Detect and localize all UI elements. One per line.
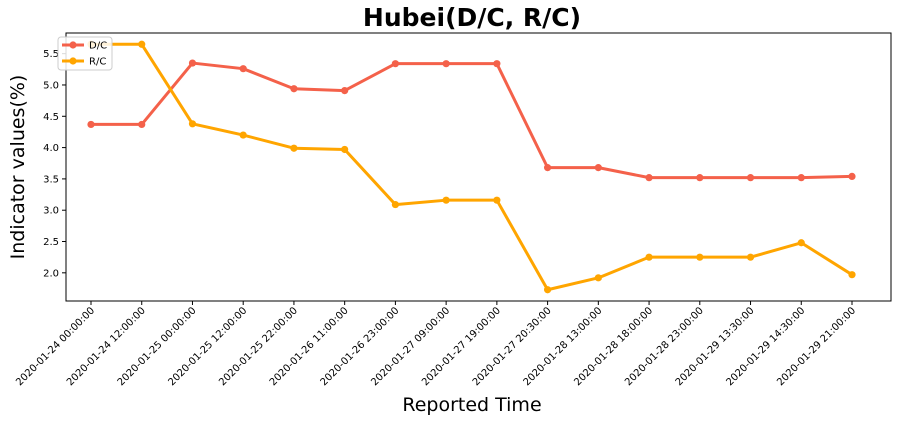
data-point <box>391 60 399 68</box>
series-d-c <box>87 59 856 182</box>
data-point <box>391 200 399 209</box>
legend-item: R/C <box>62 57 106 68</box>
data-point <box>442 60 450 68</box>
data-point <box>290 85 298 93</box>
data-point <box>797 174 805 182</box>
data-point <box>696 253 704 261</box>
y-axis-label: Indicator values(%) <box>7 75 29 260</box>
y-tick-label: 3.5 <box>43 174 59 185</box>
y-tick-label: 4.0 <box>43 143 59 154</box>
y-tick-label: 5.0 <box>43 80 59 91</box>
data-point <box>188 59 197 67</box>
data-point <box>138 120 146 129</box>
data-point <box>645 174 653 182</box>
legend-label: D/C <box>89 41 107 52</box>
series-layer <box>87 40 856 294</box>
y-tick-label: 2.0 <box>43 268 59 279</box>
data-point <box>87 120 95 129</box>
data-point <box>544 164 552 172</box>
data-point <box>138 40 146 48</box>
data-point <box>746 174 755 182</box>
data-point <box>645 253 653 261</box>
data-point <box>442 196 450 204</box>
data-point <box>544 286 552 294</box>
x-axis-label: Reported Time <box>402 394 541 416</box>
series-line <box>91 42 853 292</box>
data-point <box>341 145 349 154</box>
data-point <box>341 87 349 95</box>
data-point <box>493 196 501 204</box>
data-point <box>746 253 755 261</box>
legend-marker <box>69 41 77 49</box>
data-point <box>797 239 805 247</box>
data-point <box>290 144 298 152</box>
data-point <box>848 271 856 279</box>
data-point <box>696 174 704 182</box>
y-axis: 2.0 2.5 3.0 3.5 4.0 4.5 5.0 5.5 <box>43 49 66 279</box>
data-point <box>594 274 602 282</box>
chart-title: Hubei(D/C, R/C) <box>363 3 581 32</box>
series-line <box>91 61 853 180</box>
y-tick-label: 2.5 <box>43 237 59 248</box>
y-tick-label: 4.5 <box>43 112 59 123</box>
data-point <box>239 65 247 73</box>
y-tick-label: 3.0 <box>43 206 59 217</box>
series-r-c <box>87 40 856 294</box>
plot-area <box>65 32 892 302</box>
data-point <box>848 172 856 180</box>
data-point <box>594 164 602 172</box>
legend-marker <box>69 57 77 65</box>
data-point <box>493 60 501 68</box>
legend-label: R/C <box>89 57 106 68</box>
legend: D/C R/C <box>57 36 113 71</box>
legend-item: D/C <box>62 41 107 52</box>
y-tick-label: 5.5 <box>43 49 59 60</box>
data-point <box>188 120 197 128</box>
data-point <box>239 131 247 139</box>
